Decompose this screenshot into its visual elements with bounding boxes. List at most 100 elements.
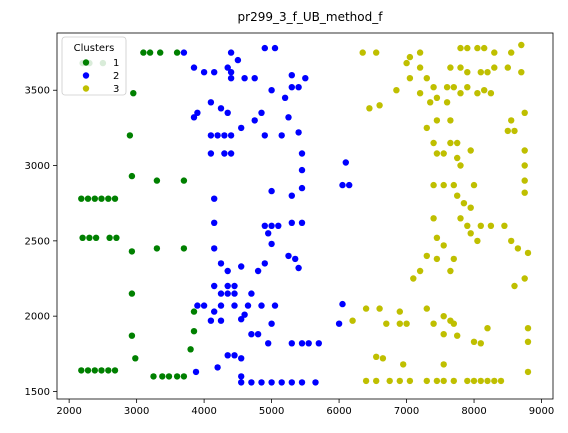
point-cluster-2 (248, 331, 255, 338)
point-cluster-3 (416, 64, 424, 71)
point-cluster-3 (440, 242, 447, 249)
point-cluster-3 (433, 117, 441, 124)
legend-label: 2 (113, 71, 119, 82)
point-cluster-2 (238, 316, 245, 323)
point-cluster-2 (227, 150, 235, 157)
point-cluster-3 (454, 154, 461, 162)
point-cluster-1 (173, 373, 181, 380)
point-cluster-2 (271, 44, 279, 52)
point-cluster-2 (298, 340, 306, 347)
point-cluster-3 (359, 49, 366, 56)
point-cluster-3 (514, 245, 522, 252)
point-cluster-2 (194, 302, 201, 309)
point-cluster-2 (192, 368, 200, 376)
point-cluster-2 (224, 109, 231, 117)
point-cluster-3 (481, 44, 488, 52)
point-cluster-3 (470, 181, 478, 189)
point-cluster-2 (285, 252, 292, 260)
point-cluster-2 (200, 302, 208, 309)
point-cluster-3 (457, 90, 464, 97)
point-cluster-3 (487, 90, 495, 97)
point-cluster-2 (241, 75, 248, 82)
point-cluster-3 (524, 249, 532, 257)
point-cluster-3 (450, 377, 457, 385)
point-cluster-3 (524, 325, 532, 332)
legend-label: 3 (113, 84, 119, 95)
point-cluster-3 (477, 377, 484, 385)
point-cluster-2 (211, 195, 218, 202)
point-cluster-1 (132, 355, 139, 362)
point-cluster-1 (187, 346, 194, 353)
point-cluster-3 (477, 222, 484, 229)
point-cluster-2 (180, 49, 188, 56)
point-cluster-2 (288, 72, 295, 79)
point-cluster-2 (224, 282, 231, 290)
point-cluster-2 (298, 184, 306, 192)
point-cluster-1 (173, 49, 181, 56)
point-cluster-2 (211, 282, 218, 290)
x-tick-label: 5000 (259, 406, 284, 417)
plot-area (78, 41, 532, 386)
point-cluster-3 (362, 305, 370, 312)
point-cluster-2 (224, 352, 231, 359)
point-cluster-3 (373, 377, 380, 385)
point-cluster-3 (518, 69, 525, 76)
x-tick-label: 4000 (191, 406, 216, 417)
legend-title: Clusters (74, 43, 115, 54)
legend-marker-1 (82, 59, 90, 66)
point-cluster-3 (464, 44, 471, 52)
point-cluster-3 (508, 117, 515, 124)
point-cluster-3 (470, 377, 478, 385)
point-cluster-2 (265, 340, 272, 347)
point-cluster-3 (497, 377, 505, 385)
point-cluster-3 (508, 237, 515, 245)
legend-label: 1 (113, 58, 119, 69)
point-cluster-2 (295, 129, 302, 136)
point-cluster-2 (248, 290, 255, 297)
point-cluster-3 (430, 320, 437, 327)
point-cluster-3 (440, 313, 447, 320)
point-cluster-2 (254, 267, 262, 275)
axes-frame (56, 32, 554, 400)
point-cluster-3 (481, 87, 488, 94)
point-cluster-2 (312, 379, 319, 386)
point-cluster-2 (298, 150, 306, 157)
point-cluster-2 (224, 267, 231, 275)
point-cluster-3 (470, 338, 478, 345)
point-cluster-2 (335, 320, 343, 327)
y-tick-label: 3500 (25, 86, 50, 97)
point-cluster-3 (457, 215, 464, 222)
point-cluster-2 (268, 87, 275, 94)
x-tick-label: 8000 (461, 406, 486, 417)
point-cluster-1 (86, 234, 93, 241)
point-cluster-2 (227, 132, 235, 139)
point-cluster-2 (278, 132, 285, 139)
point-cluster-2 (278, 379, 285, 386)
point-cluster-3 (460, 200, 468, 207)
point-cluster-2 (211, 245, 218, 252)
y-tick-label: 2500 (25, 236, 50, 247)
point-cluster-1 (190, 328, 198, 335)
point-cluster-3 (440, 150, 447, 157)
x-tick-label: 6000 (326, 406, 351, 417)
point-cluster-3 (464, 377, 471, 385)
point-cluster-1 (128, 290, 136, 297)
point-cluster-2 (268, 187, 275, 195)
point-cluster-3 (430, 84, 437, 91)
point-cluster-1 (92, 234, 100, 241)
y-tick-label: 1500 (25, 387, 50, 398)
point-cluster-3 (508, 49, 515, 56)
point-cluster-2 (288, 379, 295, 386)
x-tick-label: 9000 (529, 406, 554, 417)
point-cluster-3 (403, 320, 410, 327)
point-cluster-3 (433, 377, 441, 385)
point-cluster-2 (254, 331, 262, 338)
point-cluster-3 (406, 53, 414, 61)
point-cluster-2 (238, 355, 245, 362)
point-cluster-3 (433, 255, 441, 263)
point-cluster-3 (450, 255, 457, 263)
point-cluster-2 (271, 302, 279, 309)
point-cluster-2 (231, 352, 238, 359)
point-cluster-3 (521, 162, 528, 169)
